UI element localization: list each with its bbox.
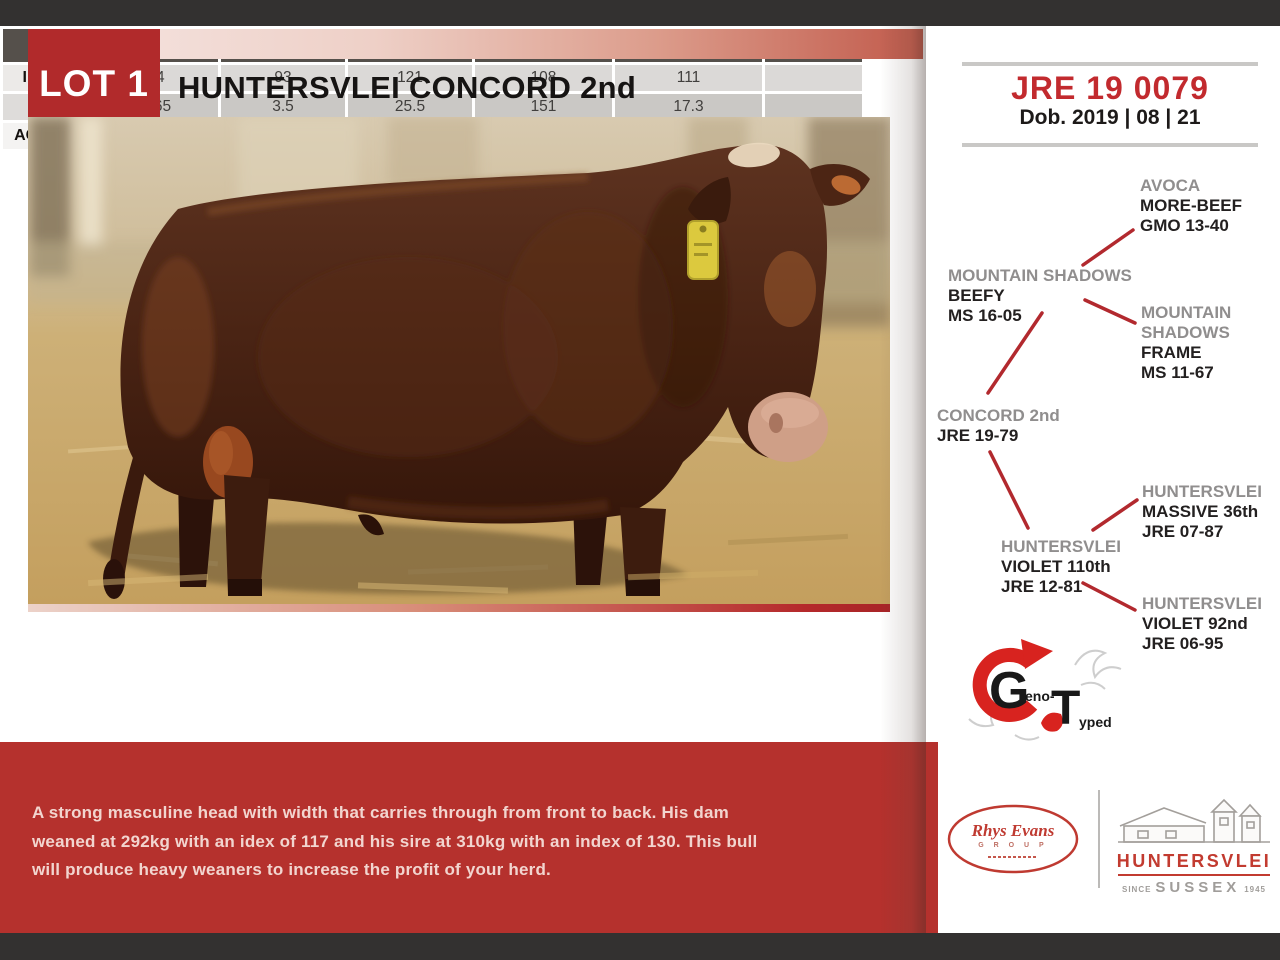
cell: 93 xyxy=(218,62,348,94)
pedigree-node-sire-dam: MOUNTAIN SHADOWS FRAME MS 11-67 xyxy=(1141,303,1232,382)
lot-number: LOT 1 xyxy=(39,63,149,104)
page-title: HUNTERSVLEI CONCORD 2nd xyxy=(178,70,637,105)
description-text: A strong masculine head with width that … xyxy=(32,799,757,885)
huntersvlei-logo: HUNTERSVLEI SINCE SUSSEX 1945 xyxy=(1116,796,1272,896)
huntersvlei-underline xyxy=(1118,874,1270,876)
bull-photo-art xyxy=(28,117,890,604)
description-line: A strong masculine head with width that … xyxy=(32,803,729,822)
cell xyxy=(762,62,865,94)
geno-typed-g: G xyxy=(989,662,1030,720)
huntersvlei-breed: SUSSEX xyxy=(1155,879,1241,896)
description-line: will produce heavy weaners to increase t… xyxy=(32,860,551,879)
rhys-evans-logo: Rhys Evans G R O U P xyxy=(946,804,1080,874)
pedigree-node-subject: CONCORD 2nd JRE 19-79 xyxy=(937,406,1060,445)
geno-typed-t: T xyxy=(1051,682,1081,735)
pedigree-node-sire: MOUNTAIN SHADOWS BEEFY MS 16-05 xyxy=(948,266,1132,325)
photo-bottom-accent-line xyxy=(28,604,890,612)
pedigree-node-sire-sire: AVOCA MORE-BEEF GMO 13-40 xyxy=(1140,176,1242,235)
left-ear xyxy=(688,177,731,224)
logo-divider xyxy=(1098,790,1100,888)
poll-white-patch xyxy=(728,142,780,168)
rhys-evans-tagline-mark xyxy=(988,856,1038,858)
description-line: weaned at 292kg with an idex of 117 and … xyxy=(32,831,758,851)
huntersvlei-since: SINCE xyxy=(1122,885,1152,894)
header-gradient-banner xyxy=(160,29,923,59)
rhys-evans-group: G R O U P xyxy=(978,842,1048,849)
pedigree-node-dam-dam: HUNTERSVLEI VIOLET 92nd JRE 06-95 xyxy=(1142,594,1262,653)
farm-building-icon xyxy=(1118,798,1270,843)
rhys-evans-name: Rhys Evans xyxy=(971,821,1055,840)
bull-photo xyxy=(28,117,890,604)
cell: 111 xyxy=(612,62,765,94)
geno-typed-eno: eno- xyxy=(1025,688,1055,704)
rhys-evans-ellipse xyxy=(947,804,1079,874)
huntersvlei-name: HUNTERSVLEI xyxy=(1116,851,1272,871)
geno-typed-logo: G eno- T yped xyxy=(963,623,1143,747)
animal-id: JRE 19 0079 xyxy=(1011,70,1209,106)
sidebar-bottom-rule xyxy=(962,143,1258,147)
geno-typed-art xyxy=(968,639,1122,741)
pedigree-node-dam-sire: HUNTERSVLEI MASSIVE 36th JRE 07-87 xyxy=(1142,482,1262,541)
ear-tag xyxy=(687,220,719,280)
cell: 108 xyxy=(472,62,615,94)
bottom-letterbox-bar xyxy=(0,933,1280,960)
description-banner: A strong masculine head with width that … xyxy=(0,742,938,933)
pedigree-tree: AVOCA MORE-BEEF GMO 13-40 MOUNTAIN SHADO… xyxy=(930,160,1280,685)
cell: 121 xyxy=(345,62,475,94)
geno-typed-yped: yped xyxy=(1079,714,1112,730)
pedigree-node-dam: HUNTERSVLEI VIOLET 110th JRE 12-81 xyxy=(1001,537,1121,596)
catalog-page: LOT 1 HUNTERSVLEI CONCORD 2nd xyxy=(0,26,1280,933)
top-letterbox-bar xyxy=(0,0,1280,26)
pedigree-connector-lines xyxy=(986,228,1139,612)
lot-number-box: LOT 1 xyxy=(28,29,160,117)
huntersvlei-year: 1945 xyxy=(1244,885,1266,894)
animal-dob: Dob. 2019 | 08 | 21 xyxy=(1019,106,1201,129)
sidebar-top-rule xyxy=(962,62,1258,66)
